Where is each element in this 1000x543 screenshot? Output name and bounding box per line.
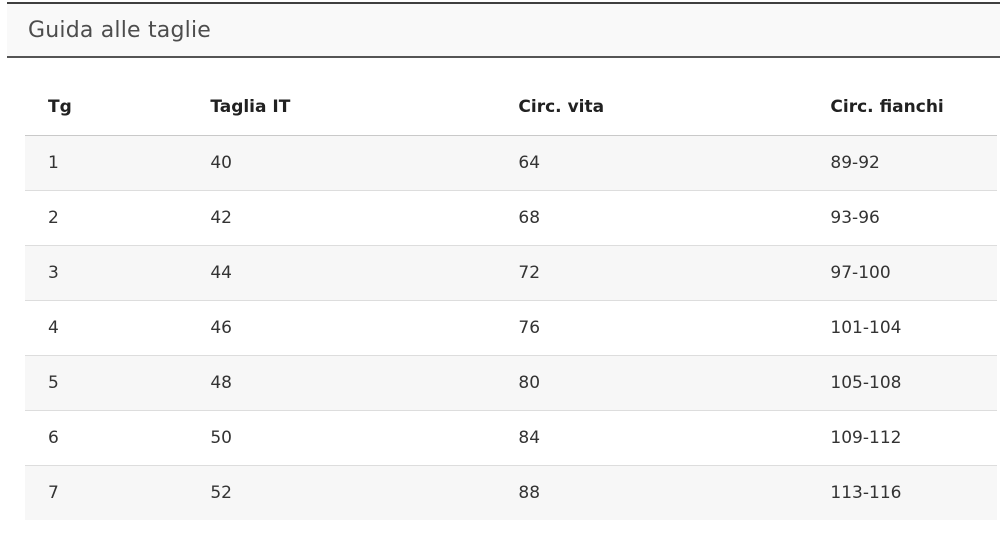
size-table-body: 1 40 64 89-92 2 42 68 93-96 3 44 72 97-100 4 46 76 101-… [25,135,997,520]
table-cell: 97-100 [830,263,891,283]
table-cell: 72 [518,263,541,283]
table-cell: 105-108 [830,373,902,393]
table-cell: 7 [48,483,59,503]
size-table-header-row: Tg Taglia IT Circ. vita Circ. fianchi [25,79,997,136]
table-cell: 3 [48,263,59,283]
size-guide-accordion-header[interactable]: Guida alle taglie [7,2,1000,58]
table-row: 6 50 84 109-112 [25,410,997,466]
column-header: Tg [25,79,188,136]
size-table-header: Tg Taglia IT Circ. vita Circ. fianchi [25,79,997,136]
table-cell: 64 [518,153,541,173]
table-cell: 80 [518,373,541,393]
table-row: 7 52 88 113-116 [25,465,997,520]
column-header: Circ. vita [495,79,808,136]
table-cell: 68 [518,208,541,228]
table-row: 1 40 64 89-92 [25,135,997,191]
size-table: Tg Taglia IT Circ. vita Circ. fianchi 1 40 64… [25,79,997,520]
column-header: Taglia IT [187,79,496,136]
table-cell: 109-112 [830,428,902,448]
table-row: 2 42 68 93-96 [25,190,997,246]
table-cell: 93-96 [830,208,880,228]
table-row: 5 48 80 105-108 [25,355,997,411]
table-cell: 1 [48,153,59,173]
table-cell: 101-104 [830,318,902,338]
table-cell: 88 [518,483,541,503]
table-cell: 6 [48,428,59,448]
table-cell: 46 [210,318,232,338]
size-guide-title: Guida alle taglie [28,17,212,43]
table-cell: 113-116 [830,483,902,503]
table-cell: 42 [210,208,232,228]
table-cell: 84 [518,428,541,448]
table-cell: 48 [210,373,232,393]
table-cell: 5 [48,373,59,393]
column-header: Circ. fianchi [807,79,997,136]
size-guide-section: Tg Taglia IT Circ. vita Circ. fianchi 1 40 64… [25,79,997,520]
table-cell: 52 [210,483,232,503]
table-row: 4 46 76 101-104 [25,300,997,356]
table-cell: 44 [210,263,232,283]
table-cell: 2 [48,208,59,228]
table-cell: 89-92 [830,153,880,173]
table-cell: 76 [518,318,541,338]
table-cell: 40 [210,153,232,173]
table-row: 3 44 72 97-100 [25,245,997,301]
table-cell: 4 [48,318,59,338]
table-cell: 50 [210,428,232,448]
